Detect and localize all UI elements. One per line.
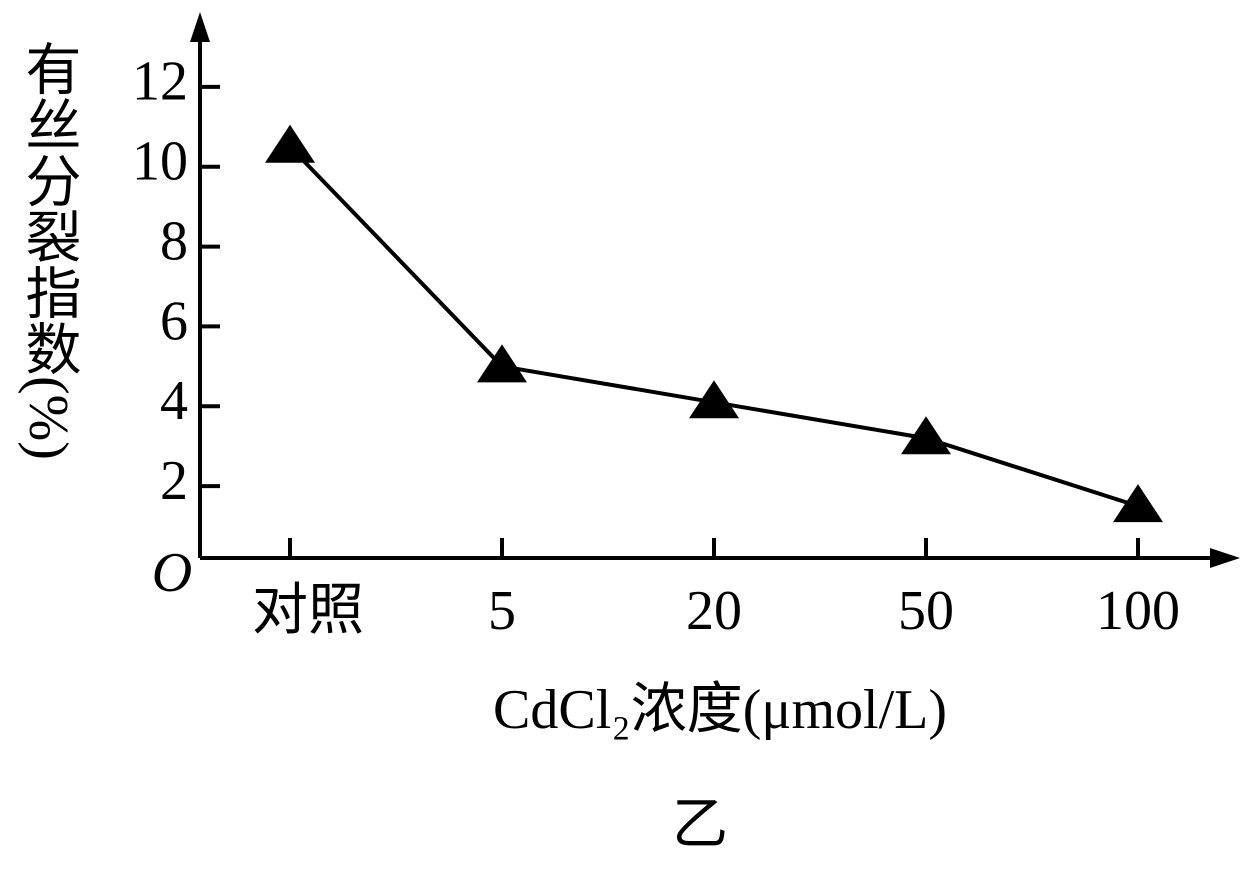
data-point	[265, 124, 315, 163]
y-tick-label: 10	[132, 131, 188, 193]
y-axis-arrow	[190, 12, 210, 42]
x-axis-arrow	[1210, 548, 1240, 568]
x-tick-label: 50	[898, 580, 954, 642]
x-tick-label: 100	[1096, 580, 1180, 642]
data-point	[901, 416, 951, 455]
x-tick-label: 对照	[252, 580, 364, 642]
y-tick-label: 6	[160, 290, 188, 352]
y-axis-label: 有丝分裂指数(%)	[17, 40, 80, 460]
data-line	[288, 145, 1139, 509]
data-point	[689, 380, 739, 419]
y-tick-label: 4	[160, 370, 188, 432]
origin-label: O	[152, 542, 192, 604]
caption: 乙	[672, 794, 728, 856]
y-tick-label: 8	[160, 210, 188, 272]
x-tick-label: 5	[488, 580, 516, 642]
data-point	[477, 344, 527, 383]
data-point	[1113, 484, 1163, 523]
x-axis-label: CdCl₂浓度(μmol/L)	[493, 679, 947, 741]
y-tick-label: 12	[132, 51, 188, 113]
y-tick-label: 2	[160, 450, 188, 512]
x-tick-label: 20	[686, 580, 742, 642]
